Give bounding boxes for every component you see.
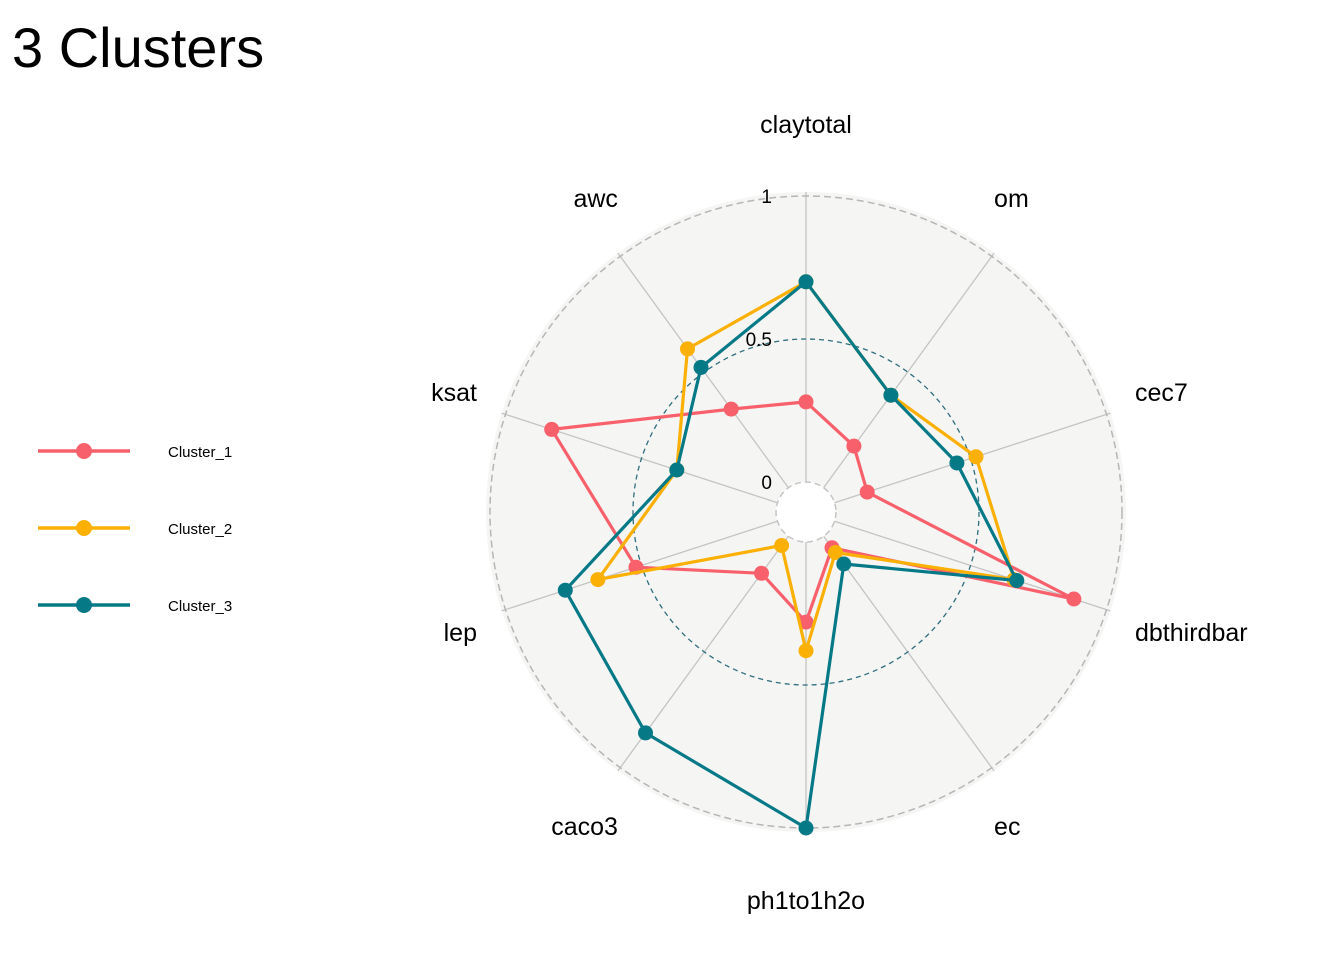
data-point-Cluster_3-lep bbox=[557, 582, 573, 598]
legend-entry-Cluster_3: Cluster_3 bbox=[38, 597, 232, 615]
axis-label-ph1to1h2o: ph1to1h2o bbox=[747, 887, 865, 915]
radar-center-ring bbox=[775, 481, 837, 543]
legend-marker-Cluster_3 bbox=[76, 597, 92, 613]
axis-label-claytotal: claytotal bbox=[760, 111, 852, 139]
data-point-Cluster_2-ph1to1h2o bbox=[798, 643, 814, 659]
data-point-Cluster_3-caco3 bbox=[638, 725, 653, 741]
axis-label-ksat: ksat bbox=[431, 379, 477, 407]
radar-gridline-mid bbox=[632, 338, 980, 686]
axis-label-caco3: caco3 bbox=[551, 813, 618, 841]
axis-label-lep: lep bbox=[444, 619, 477, 647]
data-point-Cluster_1-cec7 bbox=[859, 484, 875, 500]
grid-value-label: 0.5 bbox=[746, 330, 772, 351]
legend-label-Cluster_2: Cluster_2 bbox=[168, 521, 232, 538]
grid-value-label: 0 bbox=[761, 473, 772, 494]
data-point-Cluster_3-om bbox=[883, 387, 899, 403]
data-point-Cluster_2-awc bbox=[680, 341, 695, 357]
legend: Cluster_1 Cluster_2 Cluster_3 bbox=[38, 443, 232, 615]
data-point-Cluster_2-lep bbox=[590, 572, 606, 588]
data-point-Cluster_2-caco3 bbox=[774, 538, 790, 553]
data-point-Cluster_3-ph1to1h2o bbox=[798, 820, 814, 836]
data-point-Cluster_1-dbthirdbar bbox=[1066, 591, 1082, 607]
radar-plot-area: 0 0.5 1 claytotal om cec7 dbthirdbar ec ph1to1h2… bbox=[431, 111, 1247, 915]
axis-label-awc: awc bbox=[573, 185, 617, 213]
data-point-Cluster_1-ph1to1h2o bbox=[798, 614, 814, 630]
data-point-Cluster_3-ksat bbox=[669, 462, 685, 478]
data-point-Cluster_3-awc bbox=[693, 359, 709, 375]
data-point-Cluster_1-ksat bbox=[544, 421, 560, 437]
data-point-Cluster_2-ec bbox=[827, 545, 843, 560]
data-point-Cluster_1-awc bbox=[723, 401, 739, 417]
data-point-Cluster_3-dbthirdbar bbox=[1009, 573, 1025, 588]
chart-title: 3 Clusters bbox=[12, 16, 264, 79]
legend-label-Cluster_3: Cluster_3 bbox=[168, 598, 232, 615]
data-point-Cluster_1-claytotal bbox=[798, 394, 814, 410]
grid-value-label: 1 bbox=[761, 187, 772, 208]
legend-entry-Cluster_1: Cluster_1 bbox=[38, 443, 232, 461]
data-point-Cluster_1-om bbox=[846, 438, 862, 454]
legend-marker-Cluster_2 bbox=[76, 520, 92, 536]
data-point-Cluster_3-ec bbox=[836, 556, 852, 572]
axis-label-cec7: cec7 bbox=[1135, 379, 1188, 407]
legend-marker-Cluster_1 bbox=[76, 443, 92, 459]
data-point-Cluster_1-caco3 bbox=[754, 565, 769, 581]
legend-entry-Cluster_2: Cluster_2 bbox=[38, 520, 232, 538]
data-point-Cluster_3-claytotal bbox=[798, 274, 814, 290]
radar-spoke-ec bbox=[823, 535, 995, 772]
axis-label-om: om bbox=[994, 185, 1029, 213]
data-point-Cluster_2-cec7 bbox=[968, 449, 984, 465]
data-point-Cluster_3-cec7 bbox=[949, 455, 965, 471]
legend-label-Cluster_1: Cluster_1 bbox=[168, 444, 232, 461]
axis-label-dbthirdbar: dbthirdbar bbox=[1135, 619, 1248, 647]
axis-label-ec: ec bbox=[994, 813, 1020, 841]
